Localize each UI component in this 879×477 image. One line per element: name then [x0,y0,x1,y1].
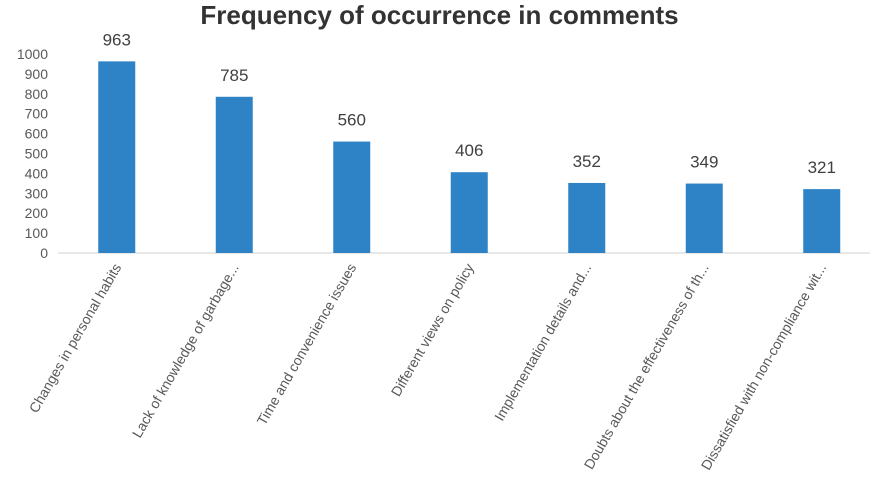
data-label: 785 [220,66,248,85]
y-tick-label: 0 [40,245,48,261]
category-label: Changes in personal habits [26,261,125,416]
data-label: 560 [338,111,366,130]
data-label: 406 [455,141,483,160]
category-label: Different views on policy [388,261,477,400]
y-tick-label: 600 [25,126,49,142]
bar [685,183,723,253]
category-label: Time and convenience issues [254,261,360,428]
y-tick-label: 400 [25,165,49,181]
y-tick-label: 900 [25,66,49,82]
bar [333,141,371,253]
y-tick-label: 700 [25,106,49,122]
y-tick-label: 1000 [17,46,48,62]
chart-title: Frequency of occurrence in comments [200,0,679,30]
data-label: 349 [690,153,718,172]
bar [98,61,136,253]
data-label: 321 [808,158,836,177]
y-tick-label: 300 [25,185,49,201]
bar [215,96,253,253]
bars [98,61,841,253]
y-axis-ticks: 0 100 200 300 400 500 600 700 800 900 1000 [17,46,48,261]
y-tick-label: 800 [25,86,49,102]
bar [568,182,606,253]
y-tick-label: 500 [25,146,49,162]
category-labels: Changes in personal habits Lack of knowle… [26,261,830,473]
bar [450,172,488,253]
data-label: 963 [103,30,131,49]
data-label: 352 [573,152,601,171]
category-label: Implementation details and... [491,261,594,424]
bar [803,189,841,253]
category-label: Lack of knowledge of garbage... [129,261,242,441]
data-labels: 963 785 560 406 352 349 321 [103,30,836,177]
category-label: Dissatisfied with non-compliance wit... [698,261,830,473]
y-tick-label: 200 [25,205,49,221]
y-tick-label: 100 [25,225,49,241]
category-label: Doubts about the effectiveness of th... [581,261,712,472]
